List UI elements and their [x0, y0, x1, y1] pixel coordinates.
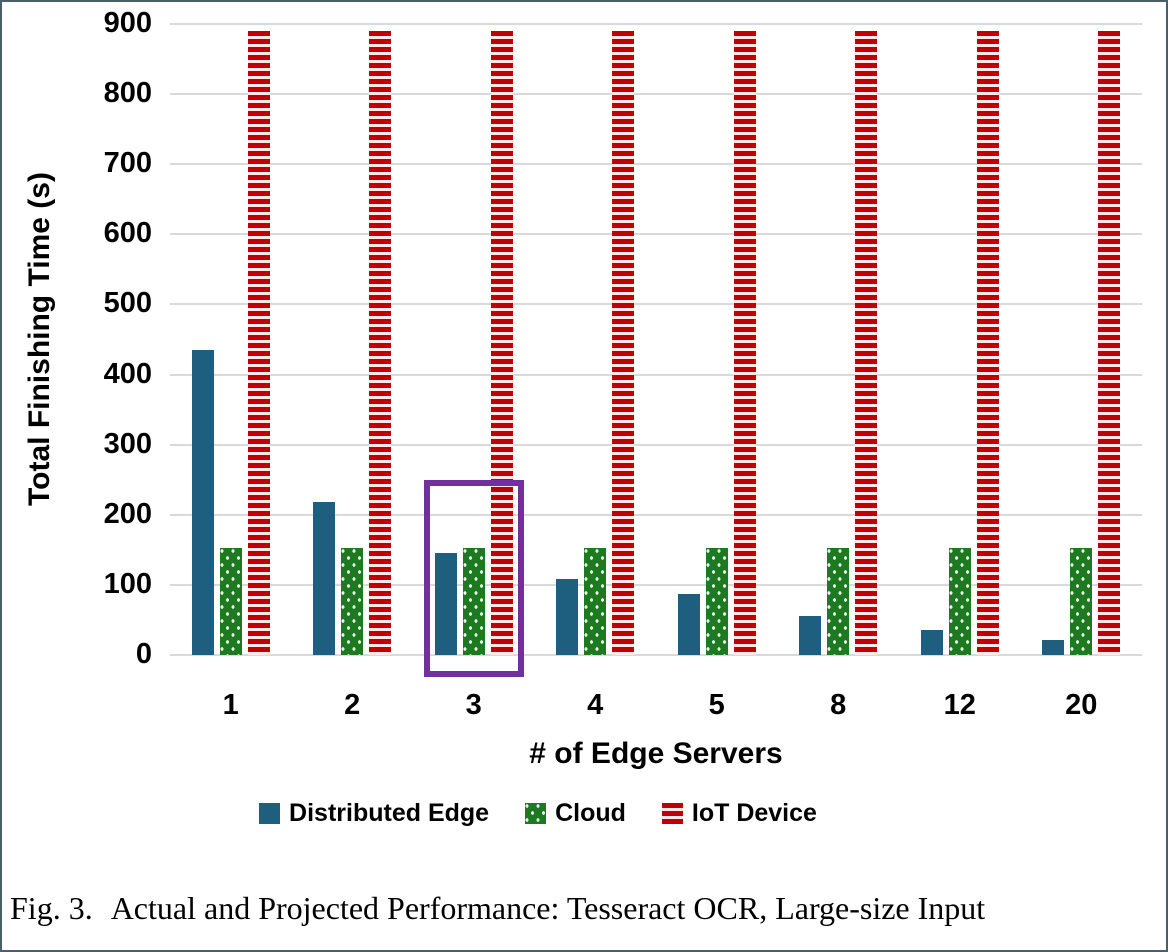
legend-swatch-distributed-edge-icon [259, 803, 281, 824]
gridline-y-200 [170, 513, 1142, 516]
caption-label: Fig. 3. [10, 890, 93, 926]
caption-text: Actual and Projected Performance: Tesser… [110, 890, 986, 926]
bar-distributed-edge-12 [920, 629, 943, 655]
plot-area [170, 23, 1142, 677]
bar-iot-device-20 [1098, 31, 1121, 655]
x-tick-label-4: 4 [587, 689, 604, 721]
bar-cloud-3 [462, 548, 485, 655]
x-tick-label-20: 20 [1065, 689, 1098, 721]
bar-cloud-12 [948, 548, 971, 655]
gridline-y-0 [170, 654, 1142, 656]
bar-cloud-20 [1070, 548, 1093, 655]
bar-cloud-2 [341, 548, 364, 655]
bar-distributed-edge-2 [313, 502, 336, 655]
bar-cloud-5 [705, 548, 728, 655]
y-tick-label-800: 800 [103, 77, 152, 110]
x-tick-label-2: 2 [344, 689, 361, 721]
x-tick-label-8: 8 [830, 689, 847, 721]
gridline-y-100 [170, 583, 1142, 586]
bar-distributed-edge-4 [556, 578, 579, 655]
bar-iot-device-2 [369, 31, 392, 655]
gridline-y-500 [170, 303, 1142, 306]
y-tick-label-600: 600 [103, 217, 152, 250]
bar-iot-device-1 [247, 31, 270, 655]
legend-item-iot-device: IoT Device [661, 799, 817, 828]
y-tick-label-300: 300 [103, 427, 152, 460]
x-tick-label-3: 3 [465, 689, 482, 721]
bar-distributed-edge-8 [799, 616, 822, 655]
bar-iot-device-3 [490, 31, 513, 655]
legend-label-distributed-edge: Distributed Edge [289, 799, 490, 827]
y-tick-label-200: 200 [103, 497, 152, 530]
y-tick-label-400: 400 [103, 357, 152, 390]
gridline-y-900 [170, 23, 1142, 25]
gridline-y-600 [170, 233, 1142, 236]
legend-item-distributed-edge: Distributed Edge [259, 799, 489, 828]
x-tick-label-12: 12 [943, 689, 976, 721]
bar-cloud-4 [584, 548, 607, 655]
y-tick-label-0: 0 [135, 638, 152, 670]
legend-swatch-cloud-icon [525, 803, 547, 824]
gridline-y-700 [170, 163, 1142, 166]
bar-distributed-edge-20 [1042, 639, 1065, 655]
bar-iot-device-8 [855, 31, 878, 655]
y-tick-label-100: 100 [103, 567, 152, 600]
x-tick-label-1: 1 [222, 689, 239, 721]
bar-distributed-edge-3 [434, 553, 457, 655]
legend-swatch-iot-device-icon [661, 803, 683, 824]
x-tick-label-5: 5 [708, 689, 725, 721]
gridline-y-400 [170, 373, 1142, 376]
highlight-box-category-3 [423, 479, 524, 677]
legend-label-cloud: Cloud [555, 799, 626, 827]
gridline-y-300 [170, 443, 1142, 446]
x-axis-title: # of Edge Servers [529, 737, 783, 770]
y-tick-label-900: 900 [103, 7, 152, 39]
bar-iot-device-12 [976, 31, 999, 655]
bar-distributed-edge-1 [191, 350, 214, 655]
y-tick-label-500: 500 [103, 287, 152, 320]
bar-cloud-1 [219, 548, 242, 655]
bar-iot-device-4 [612, 31, 635, 655]
bar-iot-device-5 [733, 31, 756, 655]
y-tick-label-700: 700 [103, 147, 152, 180]
legend: Distributed Edge Cloud IoT Device [2, 799, 1166, 828]
figure-caption: Fig. 3. Actual and Projected Performance:… [10, 890, 1162, 927]
bar-distributed-edge-5 [677, 594, 700, 655]
bar-cloud-8 [827, 548, 850, 655]
legend-item-cloud: Cloud [525, 799, 626, 828]
gridline-y-800 [170, 93, 1142, 96]
legend-label-iot-device: IoT Device [691, 799, 817, 827]
